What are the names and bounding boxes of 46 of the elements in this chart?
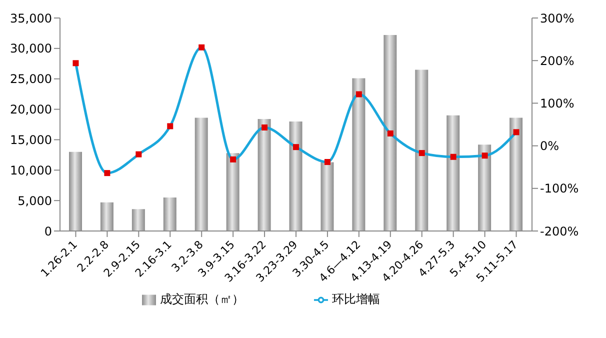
y-tick-label: 30,000 <box>10 42 52 56</box>
point <box>167 123 174 130</box>
y-tick-label: 35,000 <box>10 11 52 26</box>
point <box>136 151 142 158</box>
bar <box>510 118 523 231</box>
y-tick-label: 25,000 <box>10 72 52 86</box>
point <box>293 144 299 150</box>
y-tick-label: 10,000 <box>10 163 52 178</box>
point <box>72 60 79 66</box>
y2-tick-label: -100% <box>540 182 579 196</box>
y2-tick-label: -200% <box>540 224 579 238</box>
bar <box>320 162 334 231</box>
bar <box>384 35 397 231</box>
y-tick-label: 20,000 <box>10 102 52 117</box>
bar <box>415 70 428 231</box>
y2-tick-label: 0% <box>540 139 560 154</box>
y-tick-label: 0 <box>44 224 52 238</box>
bar <box>132 209 145 231</box>
point <box>418 150 425 156</box>
point <box>230 156 236 162</box>
bar <box>352 78 366 231</box>
bar <box>478 144 492 231</box>
bar <box>289 121 302 231</box>
y-tick-label: 5,000 <box>18 194 52 208</box>
bar <box>258 119 271 231</box>
y-tick-label: 15,000 <box>10 132 52 147</box>
y2-tick-label: 300% <box>540 11 574 26</box>
legend-label: 成交面积（㎡） <box>160 292 244 306</box>
y2-tick-label: 100% <box>540 96 574 110</box>
bar <box>163 198 176 231</box>
point <box>513 129 520 136</box>
point <box>262 124 268 130</box>
legend-label: 环比增幅 <box>332 292 380 306</box>
point <box>198 44 205 50</box>
bar <box>100 202 114 231</box>
point <box>356 91 362 98</box>
point <box>324 158 330 165</box>
bar <box>194 118 208 231</box>
point <box>450 154 456 160</box>
bar <box>226 153 240 231</box>
point <box>387 130 394 136</box>
point <box>482 152 488 159</box>
bar <box>446 115 460 231</box>
y2-tick-label: 200% <box>540 54 574 68</box>
point <box>104 170 110 176</box>
bar <box>69 152 82 231</box>
